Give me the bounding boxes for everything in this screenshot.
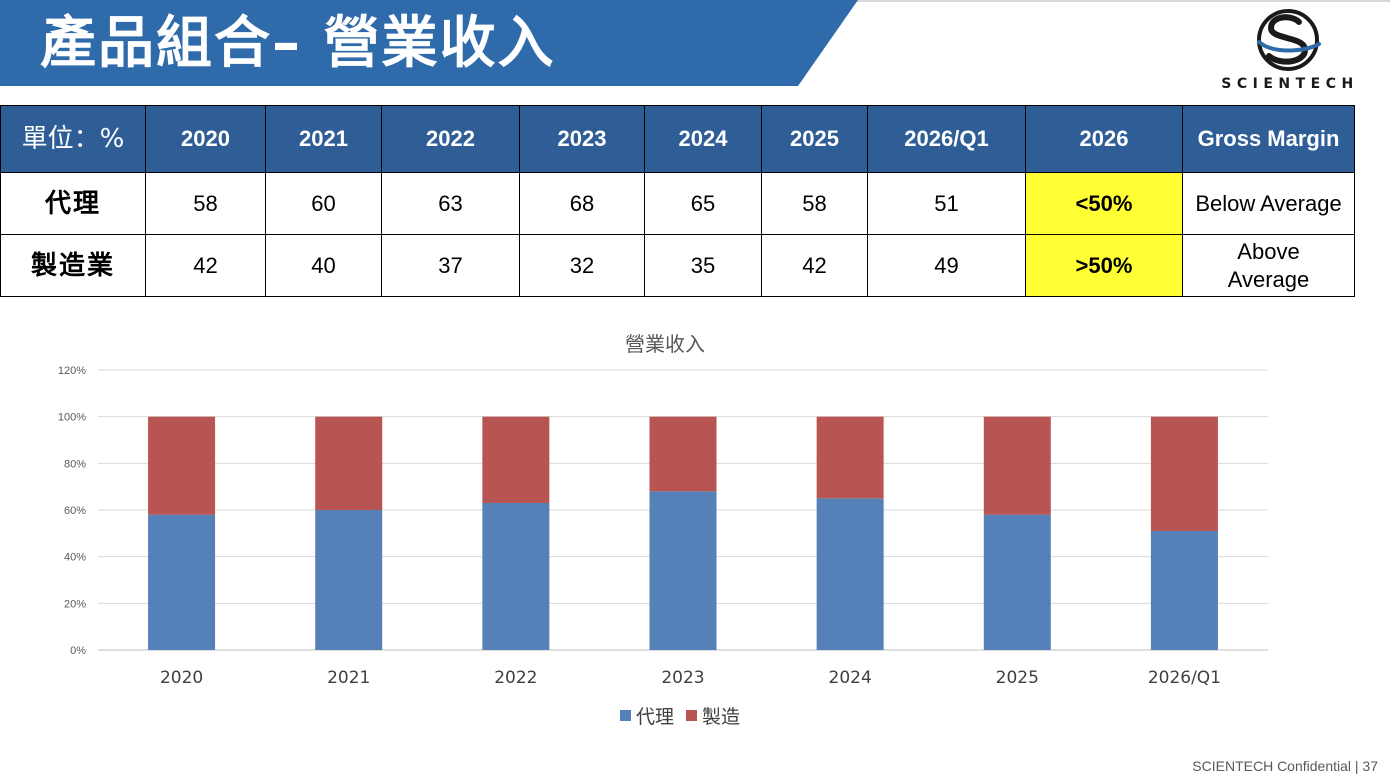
table-cell: 42: [761, 234, 868, 297]
y-tick-label: 40%: [64, 552, 86, 564]
x-tick-label: 2024: [829, 668, 872, 688]
table-row-agency: 代理 58 60 63 68 65 58 51 <50% Below Avera…: [0, 172, 1355, 235]
y-tick-label: 0%: [70, 645, 86, 657]
legend-item: 製造: [686, 702, 740, 729]
bar-segment: [649, 416, 717, 492]
company-logo: SCIENTECH: [1205, 8, 1375, 98]
footer-confidential: SCIENTECH Confidential | 37: [1192, 758, 1378, 774]
y-tick-label: 100%: [58, 412, 86, 424]
title-banner: 產品組合– 營業收入: [0, 0, 858, 86]
title-banner-shape: [0, 0, 858, 86]
header-year: 2025: [761, 105, 868, 173]
bar-segment: [816, 416, 884, 499]
bar-segment: [983, 416, 1051, 515]
legend-item: 代理: [619, 702, 674, 729]
forecast-cell: <50%: [1025, 172, 1183, 235]
y-tick-label: 120%: [58, 365, 86, 377]
chart-title: 營業收入: [625, 332, 705, 356]
table-cell: 42: [145, 234, 266, 297]
y-tick-label: 80%: [64, 458, 86, 470]
x-tick-label: 2021: [327, 668, 370, 688]
slide-title: 產品組合– 營業收入: [40, 11, 556, 76]
x-tick-label: 2023: [661, 668, 704, 688]
table-cell: 49: [867, 234, 1026, 297]
bar-segment: [816, 498, 884, 650]
scientech-logo-mark-icon: [1257, 9, 1321, 71]
header-year: 2023: [519, 105, 645, 173]
bar-segment: [1150, 416, 1218, 531]
bar-segment: [649, 491, 717, 650]
row-label: 製造業: [0, 234, 146, 297]
y-tick-label: 60%: [64, 505, 86, 517]
table-row-manufacturing: 製造業 42 40 37 32 35 42 49 >50% Above Aver…: [0, 234, 1355, 297]
revenue-mix-table: 單位：% 2020 2021 2022 2023 2024 2025 2026/…: [0, 105, 1355, 297]
bar-segment: [315, 416, 383, 510]
x-tick-label: 2025: [996, 668, 1039, 688]
bar-segment: [482, 503, 550, 650]
table-cell: 63: [381, 172, 520, 235]
header-year: 2022: [381, 105, 520, 173]
table-cell: 37: [381, 234, 520, 297]
row-label: 代理: [0, 172, 146, 235]
table-cell: 40: [265, 234, 382, 297]
gross-margin-cell: Above Average: [1182, 234, 1355, 297]
logo-wordmark: SCIENTECH: [1221, 76, 1359, 92]
header-year: 2024: [644, 105, 762, 173]
table-cell: 35: [644, 234, 762, 297]
chart-plot: 0% 20% 40% 60% 80% 100% 120% 2020 2021 2022 2023 20…: [58, 365, 1268, 688]
bar-segment: [148, 514, 216, 650]
table-cell: 68: [519, 172, 645, 235]
header-year: 2020: [145, 105, 266, 173]
x-tick-label: 2026/Q1: [1148, 668, 1221, 688]
header-year: 2026: [1025, 105, 1183, 173]
bar-segment: [148, 416, 216, 515]
legend-label: 製造: [702, 706, 741, 728]
header-year: 2026/Q1: [867, 105, 1026, 173]
table-cell: 58: [761, 172, 868, 235]
x-tick-label: 2020: [160, 668, 203, 688]
gross-margin-cell: Below Average: [1182, 172, 1355, 235]
header-year: 2021: [265, 105, 382, 173]
y-tick-label: 20%: [64, 598, 86, 610]
table-header-row: 單位：% 2020 2021 2022 2023 2024 2025 2026/…: [0, 105, 1355, 173]
bar-segment: [482, 416, 550, 503]
table-cell: 32: [519, 234, 645, 297]
revenue-chart: 營業收入 0% 20% 40% 60% 80% 100% 120% 2020 2021 2022 2…: [0, 320, 1300, 740]
legend-label: 代理: [635, 706, 674, 728]
table-cell: 65: [644, 172, 762, 235]
bar-segment: [1150, 531, 1218, 650]
header-gross-margin: Gross Margin: [1182, 105, 1355, 173]
chart-legend: 代理 製造: [0, 702, 1360, 729]
header-unit: 單位：%: [0, 105, 146, 173]
legend-swatch: [686, 710, 698, 721]
x-tick-label: 2022: [494, 668, 537, 688]
table-cell: 60: [265, 172, 382, 235]
forecast-cell: >50%: [1025, 234, 1183, 297]
bar-segment: [315, 510, 383, 650]
table-cell: 58: [145, 172, 266, 235]
legend-swatch: [619, 710, 631, 721]
table-cell: 51: [867, 172, 1026, 235]
bar-segment: [983, 514, 1051, 650]
